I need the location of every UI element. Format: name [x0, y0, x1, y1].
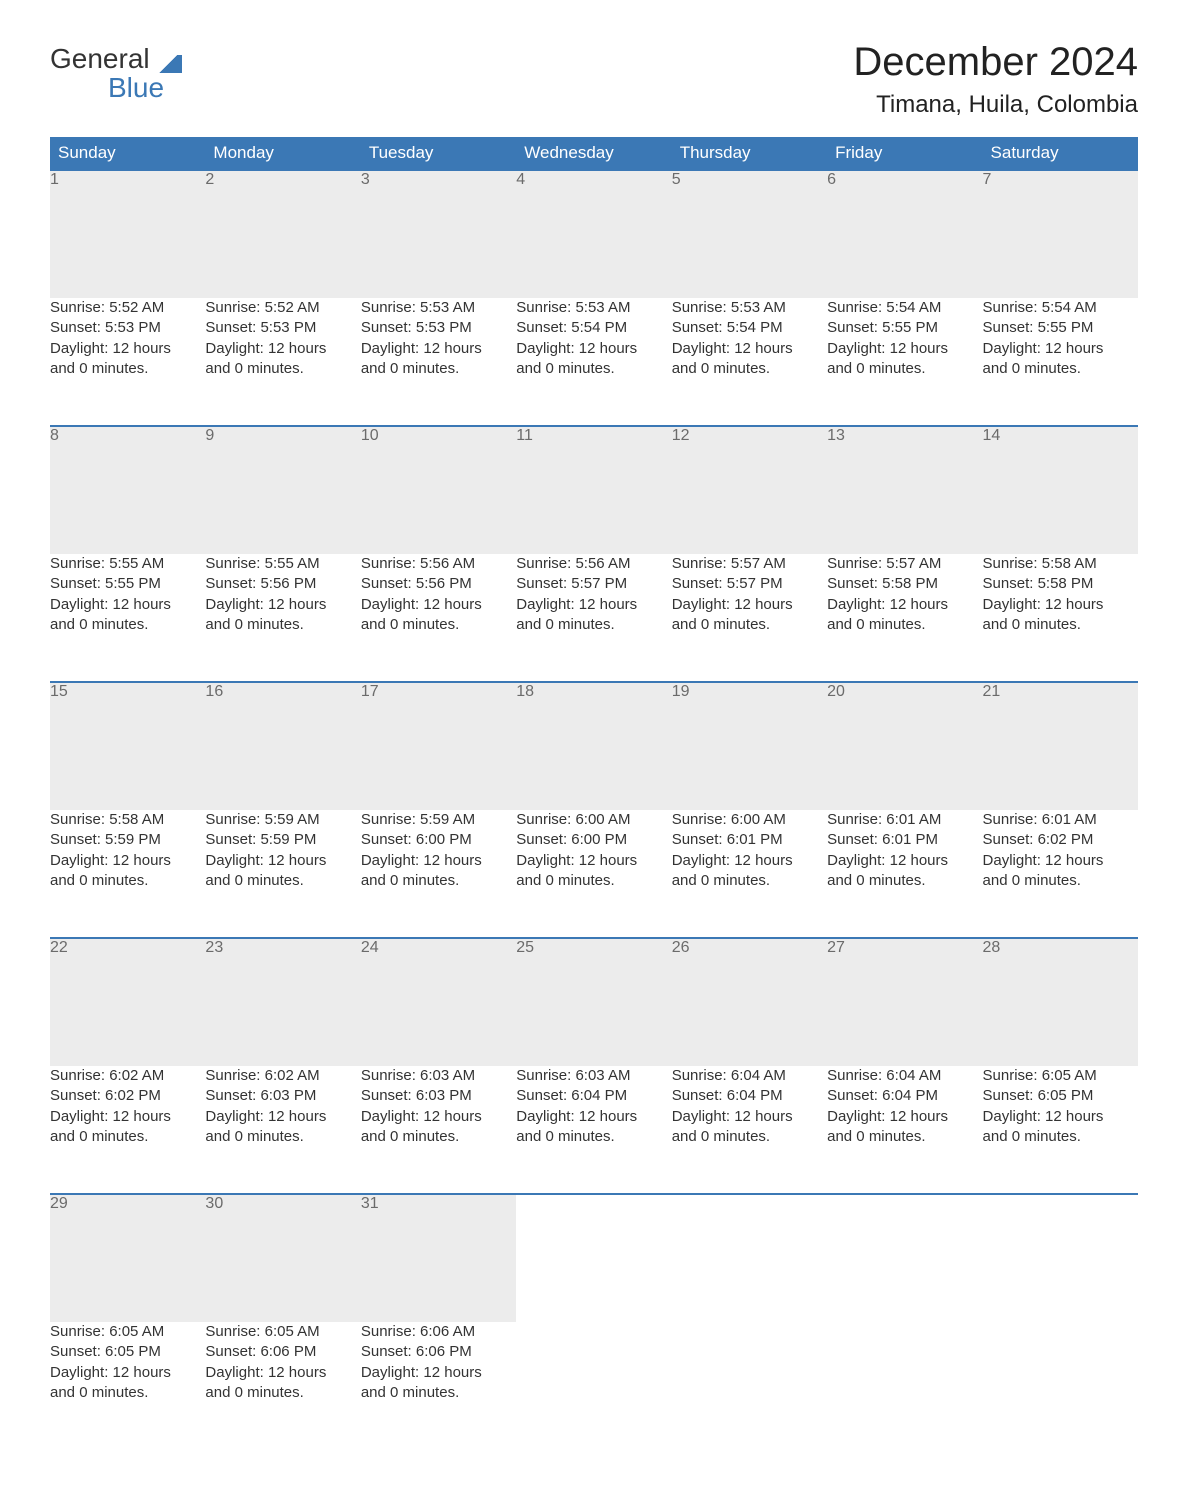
day-number: 9	[205, 426, 360, 554]
day-detail: Sunrise: 5:52 AMSunset: 5:53 PMDaylight:…	[205, 298, 360, 426]
day-detail: Sunrise: 6:00 AMSunset: 6:01 PMDaylight:…	[672, 810, 827, 938]
empty-cell	[983, 1194, 1138, 1322]
day-detail: Sunrise: 5:52 AMSunset: 5:53 PMDaylight:…	[50, 298, 205, 426]
day-header: Sunday	[50, 137, 205, 170]
day-number: 24	[361, 938, 516, 1066]
empty-cell	[827, 1194, 982, 1322]
day-detail: Sunrise: 5:53 AMSunset: 5:54 PMDaylight:…	[516, 298, 671, 426]
day-detail: Sunrise: 5:53 AMSunset: 5:53 PMDaylight:…	[361, 298, 516, 426]
day-number: 7	[983, 170, 1138, 298]
day-number: 31	[361, 1194, 516, 1322]
day-number: 12	[672, 426, 827, 554]
day-detail: Sunrise: 6:03 AMSunset: 6:04 PMDaylight:…	[516, 1066, 671, 1194]
day-header: Thursday	[672, 137, 827, 170]
day-number: 28	[983, 938, 1138, 1066]
day-number: 25	[516, 938, 671, 1066]
day-number: 6	[827, 170, 982, 298]
week-number-row: 293031	[50, 1194, 1138, 1322]
week-number-row: 891011121314	[50, 426, 1138, 554]
week-detail-row: Sunrise: 5:55 AMSunset: 5:55 PMDaylight:…	[50, 554, 1138, 682]
day-number: 21	[983, 682, 1138, 810]
day-detail: Sunrise: 5:54 AMSunset: 5:55 PMDaylight:…	[827, 298, 982, 426]
day-detail: Sunrise: 5:56 AMSunset: 5:56 PMDaylight:…	[361, 554, 516, 682]
day-header: Tuesday	[361, 137, 516, 170]
day-number: 10	[361, 426, 516, 554]
day-number: 18	[516, 682, 671, 810]
day-number: 16	[205, 682, 360, 810]
day-number: 19	[672, 682, 827, 810]
day-detail: Sunrise: 6:05 AMSunset: 6:06 PMDaylight:…	[205, 1322, 360, 1450]
day-number: 2	[205, 170, 360, 298]
week-number-row: 1234567	[50, 170, 1138, 298]
day-detail: Sunrise: 6:05 AMSunset: 6:05 PMDaylight:…	[983, 1066, 1138, 1194]
day-detail: Sunrise: 5:58 AMSunset: 5:58 PMDaylight:…	[983, 554, 1138, 682]
day-detail: Sunrise: 5:56 AMSunset: 5:57 PMDaylight:…	[516, 554, 671, 682]
day-header: Monday	[205, 137, 360, 170]
day-detail: Sunrise: 6:01 AMSunset: 6:01 PMDaylight:…	[827, 810, 982, 938]
calendar-table: SundayMondayTuesdayWednesdayThursdayFrid…	[50, 137, 1138, 1450]
week-detail-row: Sunrise: 5:58 AMSunset: 5:59 PMDaylight:…	[50, 810, 1138, 938]
day-number: 13	[827, 426, 982, 554]
day-number: 30	[205, 1194, 360, 1322]
day-detail: Sunrise: 5:58 AMSunset: 5:59 PMDaylight:…	[50, 810, 205, 938]
day-detail: Sunrise: 6:01 AMSunset: 6:02 PMDaylight:…	[983, 810, 1138, 938]
month-title: December 2024	[853, 40, 1138, 85]
day-number: 5	[672, 170, 827, 298]
day-detail: Sunrise: 5:54 AMSunset: 5:55 PMDaylight:…	[983, 298, 1138, 426]
day-number: 20	[827, 682, 982, 810]
day-number: 11	[516, 426, 671, 554]
day-header: Friday	[827, 137, 982, 170]
page-header: General Blue December 2024 Timana, Huila…	[50, 40, 1138, 119]
day-number: 3	[361, 170, 516, 298]
empty-cell	[672, 1322, 827, 1450]
day-detail: Sunrise: 5:59 AMSunset: 6:00 PMDaylight:…	[361, 810, 516, 938]
week-number-row: 15161718192021	[50, 682, 1138, 810]
day-number: 22	[50, 938, 205, 1066]
day-number: 29	[50, 1194, 205, 1322]
empty-cell	[516, 1322, 671, 1450]
location-subtitle: Timana, Huila, Colombia	[853, 91, 1138, 119]
logo-word1: General	[50, 44, 150, 73]
day-detail: Sunrise: 6:04 AMSunset: 6:04 PMDaylight:…	[672, 1066, 827, 1194]
day-number: 4	[516, 170, 671, 298]
logo: General Blue	[50, 40, 182, 103]
logo-flag-icon	[154, 55, 182, 73]
empty-cell	[983, 1322, 1138, 1450]
day-header-row: SundayMondayTuesdayWednesdayThursdayFrid…	[50, 137, 1138, 170]
day-number: 23	[205, 938, 360, 1066]
day-detail: Sunrise: 5:55 AMSunset: 5:56 PMDaylight:…	[205, 554, 360, 682]
day-number: 1	[50, 170, 205, 298]
day-detail: Sunrise: 5:59 AMSunset: 5:59 PMDaylight:…	[205, 810, 360, 938]
day-number: 8	[50, 426, 205, 554]
day-detail: Sunrise: 5:57 AMSunset: 5:58 PMDaylight:…	[827, 554, 982, 682]
title-block: December 2024 Timana, Huila, Colombia	[853, 40, 1138, 119]
day-number: 26	[672, 938, 827, 1066]
empty-cell	[827, 1322, 982, 1450]
day-header: Saturday	[983, 137, 1138, 170]
day-header: Wednesday	[516, 137, 671, 170]
day-number: 14	[983, 426, 1138, 554]
day-number: 17	[361, 682, 516, 810]
day-detail: Sunrise: 5:53 AMSunset: 5:54 PMDaylight:…	[672, 298, 827, 426]
day-detail: Sunrise: 6:03 AMSunset: 6:03 PMDaylight:…	[361, 1066, 516, 1194]
day-detail: Sunrise: 5:55 AMSunset: 5:55 PMDaylight:…	[50, 554, 205, 682]
empty-cell	[672, 1194, 827, 1322]
day-number: 27	[827, 938, 982, 1066]
day-detail: Sunrise: 6:00 AMSunset: 6:00 PMDaylight:…	[516, 810, 671, 938]
week-detail-row: Sunrise: 5:52 AMSunset: 5:53 PMDaylight:…	[50, 298, 1138, 426]
day-detail: Sunrise: 5:57 AMSunset: 5:57 PMDaylight:…	[672, 554, 827, 682]
week-detail-row: Sunrise: 6:05 AMSunset: 6:05 PMDaylight:…	[50, 1322, 1138, 1450]
day-number: 15	[50, 682, 205, 810]
week-number-row: 22232425262728	[50, 938, 1138, 1066]
empty-cell	[516, 1194, 671, 1322]
day-detail: Sunrise: 6:02 AMSunset: 6:03 PMDaylight:…	[205, 1066, 360, 1194]
day-detail: Sunrise: 6:06 AMSunset: 6:06 PMDaylight:…	[361, 1322, 516, 1450]
day-detail: Sunrise: 6:05 AMSunset: 6:05 PMDaylight:…	[50, 1322, 205, 1450]
week-detail-row: Sunrise: 6:02 AMSunset: 6:02 PMDaylight:…	[50, 1066, 1138, 1194]
logo-word2: Blue	[50, 73, 164, 102]
day-detail: Sunrise: 6:02 AMSunset: 6:02 PMDaylight:…	[50, 1066, 205, 1194]
day-detail: Sunrise: 6:04 AMSunset: 6:04 PMDaylight:…	[827, 1066, 982, 1194]
